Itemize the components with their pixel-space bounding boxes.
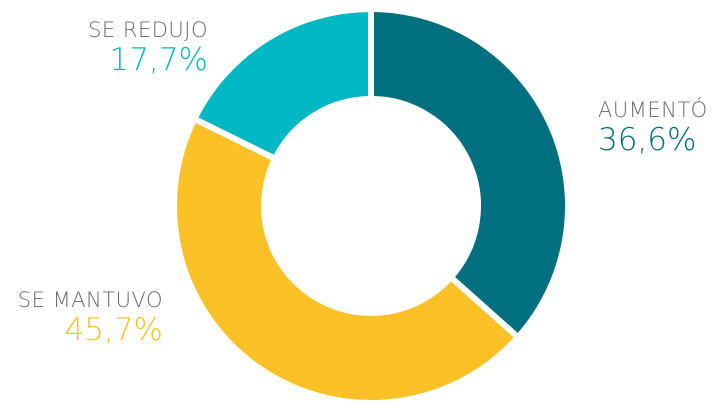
- slice-value-se-mantuvo: 45,7%: [64, 312, 163, 348]
- slice-se-redujo: [190, 5, 374, 163]
- slice-label-se-redujo: SE REDUJO 17,7%: [88, 20, 208, 76]
- slice-value-aumento: 36,6%: [598, 122, 697, 158]
- slice-name-aumento: AUMENTÓ: [598, 98, 708, 122]
- slice-aumento: [368, 5, 571, 342]
- slice-name-se-redujo: SE REDUJO: [88, 18, 208, 42]
- slice-name-se-mantuvo: SE MANTUVO: [17, 288, 163, 312]
- slice-value-se-redujo: 17,7%: [109, 42, 208, 78]
- slice-label-aumento: AUMENTÓ 36,6%: [598, 100, 708, 156]
- slice-label-se-mantuvo: SE MANTUVO 45,7%: [18, 290, 163, 346]
